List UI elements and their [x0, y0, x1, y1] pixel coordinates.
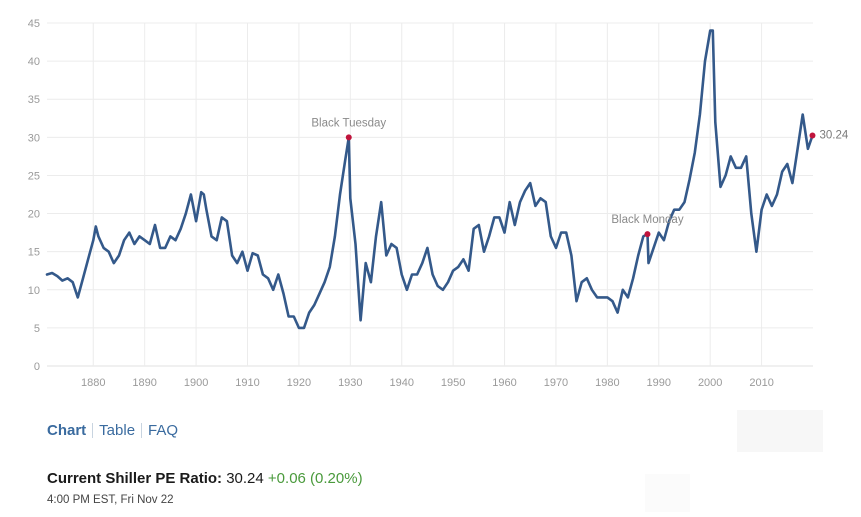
x-tick-label: 1880	[81, 377, 105, 389]
y-tick-label: 35	[28, 94, 40, 106]
tab-separator	[141, 423, 143, 438]
tab-chart[interactable]: Chart	[47, 422, 87, 439]
x-tick-label: 1990	[647, 377, 671, 389]
annotation-markers: Black Tuesday Black Monday 30.24	[311, 117, 849, 238]
y-tick-label: 10	[28, 285, 40, 297]
pe-ratio-line[interactable]	[45, 29, 814, 330]
y-tick-label: 0	[34, 361, 40, 373]
y-tick-label: 15	[28, 247, 40, 259]
tab-faq[interactable]: FAQ	[148, 422, 179, 439]
x-tick-label: 1960	[492, 377, 516, 389]
y-tick-label: 40	[28, 56, 40, 68]
x-tick-label: 1900	[184, 377, 208, 389]
annotation-label: Black Tuesday	[311, 117, 386, 129]
x-tick-label: 2010	[749, 377, 773, 389]
annotation-label: Black Monday	[611, 214, 683, 226]
x-tick-label: 1950	[441, 377, 465, 389]
x-axis-ticks: 1880 1890 1900 1910 1920 1930 1940 1950 1960 1970…	[81, 377, 774, 389]
x-tick-label: 1930	[338, 377, 362, 389]
x-tick-label: 2000	[698, 377, 722, 389]
grid-lines	[47, 22, 813, 367]
y-tick-label: 5	[34, 323, 40, 335]
y-tick-label: 30	[28, 132, 40, 144]
placeholder-box	[737, 410, 823, 452]
x-tick-label: 1920	[287, 377, 311, 389]
view-tabs: Chart Table FAQ	[47, 422, 178, 439]
x-tick-label: 1940	[389, 377, 413, 389]
x-tick-label: 1910	[235, 377, 259, 389]
current-pe-summary: Current Shiller PE Ratio: 30.24 +0.06 (0…	[47, 470, 363, 487]
y-tick-label: 25	[28, 170, 40, 182]
timestamp: 4:00 PM EST, Fri Nov 22	[47, 494, 174, 506]
current-value-label: 30.24	[819, 130, 848, 142]
current-pe-value: 30.24	[226, 470, 264, 487]
current-pe-change: +0.06 (0.20%)	[267, 470, 363, 487]
tab-table[interactable]: Table	[99, 422, 136, 439]
current-pe-label: Current Shiller PE Ratio:	[47, 470, 223, 487]
placeholder-box	[645, 474, 690, 512]
y-axis-ticks: 0 5 10 15 20 25 30 35 40 45	[28, 18, 40, 373]
annotation-point[interactable]	[644, 231, 651, 238]
annotation-point[interactable]	[345, 134, 352, 141]
x-tick-label: 1970	[544, 377, 568, 389]
tab-separator	[92, 423, 94, 438]
y-tick-label: 20	[28, 209, 40, 221]
current-value-point[interactable]	[809, 132, 816, 139]
x-tick-label: 1980	[595, 377, 619, 389]
y-tick-label: 45	[28, 18, 40, 30]
x-tick-label: 1890	[132, 377, 156, 389]
